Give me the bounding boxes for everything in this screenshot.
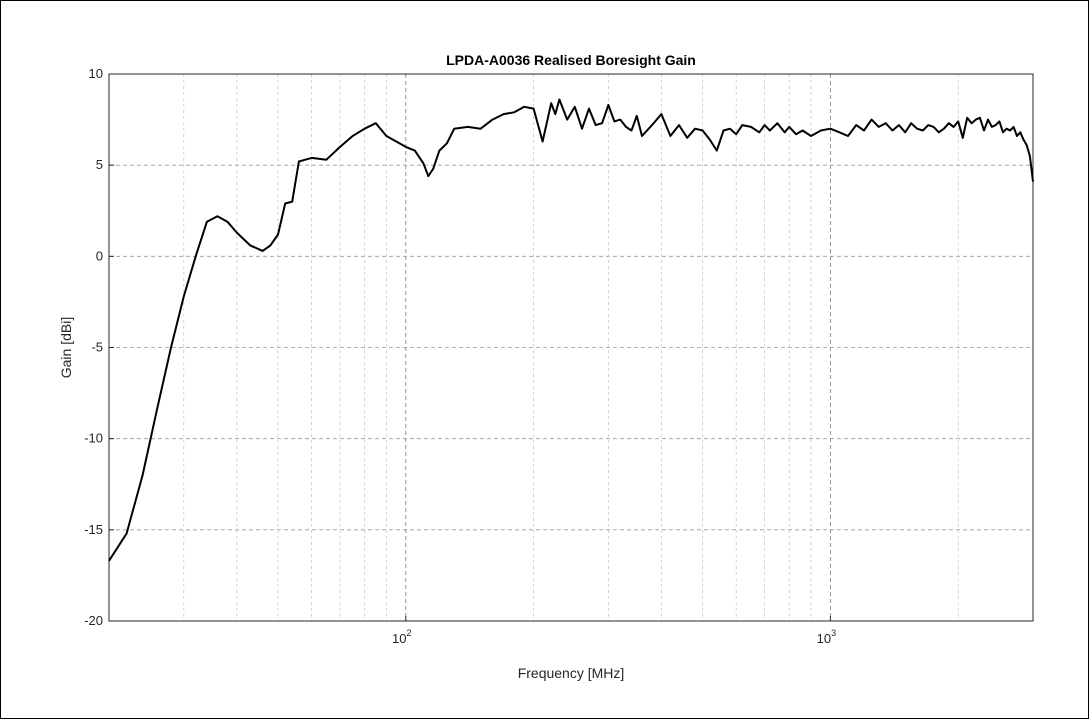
- grid: [109, 74, 1033, 621]
- y-tick-label: 5: [96, 157, 103, 172]
- x-tick-label: 103: [817, 628, 836, 646]
- gain-series-line: [108, 98, 1034, 562]
- y-tick-label: -20: [84, 613, 103, 628]
- x-axis-label: Frequency [MHz]: [518, 665, 625, 681]
- y-tick-label: 0: [96, 248, 103, 263]
- y-tick-label: -10: [84, 431, 103, 446]
- x-tick-label: 102: [392, 628, 411, 646]
- y-axis-label: Gain [dBi]: [58, 317, 74, 378]
- y-tick-label: -5: [91, 340, 103, 355]
- x-axis: 102 103: [392, 616, 836, 646]
- y-tick-label: 10: [89, 66, 103, 81]
- chart-title: LPDA-A0036 Realised Boresight Gain: [446, 52, 696, 68]
- y-tick-label: -15: [84, 522, 103, 537]
- y-axis: 10 5 0 -5 -10 -15 -20: [84, 66, 114, 628]
